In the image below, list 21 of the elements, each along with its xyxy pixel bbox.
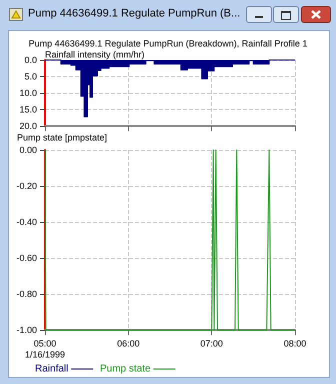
y-tick-label: 0.00 <box>19 145 37 155</box>
y-tick-label: -0.60 <box>16 253 37 263</box>
y-tick-label: 20.0 <box>19 121 37 131</box>
y-axis-title: Rainfall intensity (mm/hr) <box>45 50 145 60</box>
x-tick-label: 08:00 <box>284 338 306 348</box>
chart-title: Pump 44636499.1 Regulate PumpRun (Breakdown), Rainfall Profile 1 <box>28 38 308 48</box>
y-tick-label: -0.80 <box>16 289 37 299</box>
y-tick-label: 10.0 <box>19 88 37 98</box>
x-tick-label: 07:00 <box>200 338 223 348</box>
y-tick-label: -0.40 <box>16 217 37 227</box>
y-tick-label: 15.0 <box>19 104 37 114</box>
x-tick-label: 06:00 <box>117 338 140 348</box>
legend-label: Rainfall <box>35 364 72 374</box>
x-tick-label: 05:00 1/16/1999 <box>24 338 66 360</box>
text: Pump 44636499.1 Regulate PumpRun (B... <box>28 8 240 20</box>
legend-label: Pump state <box>100 364 154 374</box>
y-axis-title: Pump state [pmpstate] <box>17 132 108 142</box>
y-tick-label: 5.0 <box>24 72 37 82</box>
y-tick-label: -0.20 <box>16 181 37 191</box>
y-tick-label: -1.00 <box>16 325 37 335</box>
y-tick-label: 0.0 <box>24 55 37 65</box>
